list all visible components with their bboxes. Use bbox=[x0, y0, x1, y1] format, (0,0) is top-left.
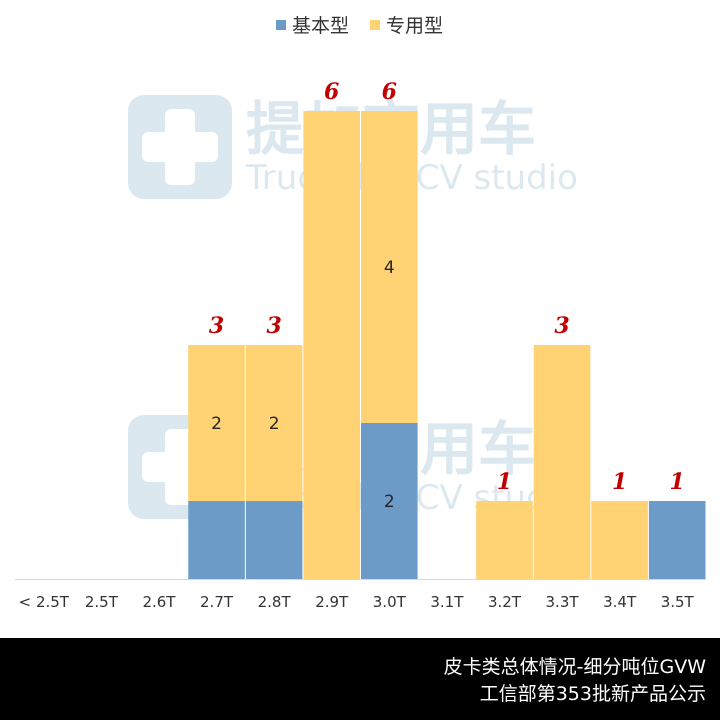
bar-basic bbox=[188, 501, 245, 579]
watermark-logo-icon bbox=[142, 132, 218, 162]
total-value-label: 3 bbox=[266, 313, 281, 339]
x-tick-label: 2.9T bbox=[315, 593, 349, 611]
x-axis: < 2.5T 2.5T 2.6T 2.7T 2.8T 2.9T 3.0T 3.1T 3.2T 3.… bbox=[15, 579, 706, 611]
bar-special bbox=[361, 111, 418, 423]
data-labels: 2 3 2 3 6 2 4 6 1 3 1 1 bbox=[209, 79, 685, 512]
bar-basic bbox=[361, 423, 418, 579]
total-value-label: 3 bbox=[209, 313, 224, 339]
bar-special bbox=[188, 345, 245, 501]
footer-title: 皮卡类总体情况-细分吨位GVW bbox=[443, 656, 706, 678]
bar-special bbox=[591, 501, 648, 579]
bar-special bbox=[476, 501, 533, 579]
bar-special bbox=[245, 345, 303, 501]
bar-basic bbox=[648, 501, 706, 579]
x-tick-label: 3.3T bbox=[546, 593, 580, 611]
segment-value-label: 2 bbox=[211, 414, 222, 434]
x-tick-label: 2.8T bbox=[258, 593, 292, 611]
legend-swatch bbox=[370, 20, 380, 30]
watermark-logo-icon bbox=[128, 95, 232, 199]
total-value-label: 1 bbox=[670, 469, 685, 495]
bar-basic bbox=[245, 501, 303, 579]
x-tick-label: 3.2T bbox=[488, 593, 522, 611]
segment-value-label: 4 bbox=[384, 258, 395, 278]
bars bbox=[188, 111, 706, 579]
total-value-label: 6 bbox=[382, 79, 397, 105]
x-tick-label: 3.5T bbox=[661, 593, 695, 611]
total-value-label: 3 bbox=[554, 313, 569, 339]
total-value-label: 1 bbox=[497, 469, 512, 495]
bar-special bbox=[533, 345, 591, 579]
legend: 基本型 专用型 bbox=[276, 15, 443, 37]
total-value-label: 6 bbox=[324, 79, 339, 105]
footer-subtitle: 工信部第353批新产品公示 bbox=[479, 683, 706, 705]
legend-swatch bbox=[276, 20, 286, 30]
x-tick-label: 2.5T bbox=[85, 593, 119, 611]
x-tick-label: 2.6T bbox=[142, 593, 176, 611]
segment-value-label: 2 bbox=[269, 414, 280, 434]
watermark-logo-icon bbox=[165, 429, 195, 505]
legend-label: 基本型 bbox=[292, 15, 349, 37]
x-tick-label: 3.1T bbox=[430, 593, 464, 611]
x-tick-label: < 2.5T bbox=[19, 593, 70, 611]
x-tick-label: 3.4T bbox=[603, 593, 637, 611]
bar-special bbox=[303, 111, 360, 579]
x-tick-label: 2.7T bbox=[200, 593, 234, 611]
chart: 提加商用车TruckPlus CV studio提加商用车TruckPlus C… bbox=[15, 15, 706, 611]
legend-label: 专用型 bbox=[386, 15, 443, 37]
segment-value-label: 2 bbox=[384, 492, 395, 512]
total-value-label: 1 bbox=[612, 469, 627, 495]
x-tick-label: 3.0T bbox=[373, 593, 407, 611]
watermark-logo-icon bbox=[165, 109, 195, 185]
footer: 皮卡类总体情况-细分吨位GVW 工信部第353批新产品公示 bbox=[0, 638, 720, 720]
